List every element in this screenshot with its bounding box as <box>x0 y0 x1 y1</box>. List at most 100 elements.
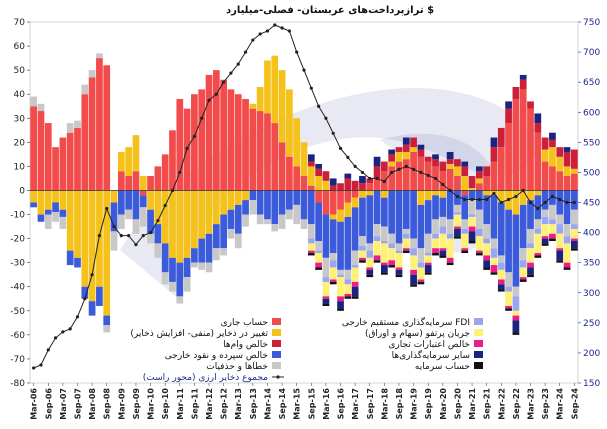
y-left-tick-label: -30 <box>10 259 25 269</box>
chart-title: ترازپرداخت‌های عربستان- فصلی-میلیارد $ <box>226 5 434 16</box>
x-tick-label: Sep-17 <box>366 388 375 419</box>
bar-segment <box>52 190 59 203</box>
bar-segment <box>315 176 322 191</box>
bar-segment <box>322 171 330 181</box>
bar-segment <box>424 272 432 275</box>
bar-segment <box>359 183 366 191</box>
bar-segment <box>212 224 220 249</box>
bar-segment <box>556 147 564 157</box>
reserves-point <box>433 176 438 181</box>
bar-segment <box>337 277 344 297</box>
bar-segment <box>183 277 191 292</box>
bar-segment <box>490 147 498 162</box>
bar-segment <box>395 253 403 268</box>
reserves-point <box>492 191 496 196</box>
bar-segment <box>534 123 542 133</box>
bar-segment <box>359 245 366 251</box>
bar-segment <box>461 195 469 220</box>
bar-segment <box>44 123 52 191</box>
bar-segment <box>359 236 366 246</box>
bar-segment <box>475 236 483 251</box>
x-tick-label: Mar-13 <box>234 388 243 420</box>
y-left-tick-label: 50 <box>14 66 26 76</box>
bar-segment <box>512 332 520 335</box>
bar-segment <box>512 86 520 100</box>
bar-segment <box>402 137 410 145</box>
bar-segment <box>505 272 512 287</box>
bar-segment <box>329 279 337 282</box>
bar-segment <box>388 265 396 268</box>
reserves-point <box>61 330 65 334</box>
bar-segment <box>432 253 439 256</box>
bar-segment <box>549 139 556 148</box>
bar-segment <box>132 219 140 234</box>
bar-segment <box>490 257 498 266</box>
bar-segment <box>424 156 432 162</box>
bar-segment <box>475 178 483 184</box>
bar-segment <box>366 257 374 268</box>
bar-segment <box>125 209 133 220</box>
bar-segment <box>234 233 242 249</box>
reserves-point <box>75 315 80 319</box>
bar-segment <box>556 190 564 215</box>
bar-segment <box>527 274 534 278</box>
bar-segment <box>519 248 527 261</box>
reserves-point <box>412 167 416 172</box>
bar-segment <box>373 166 381 179</box>
bar-segment <box>351 207 359 251</box>
bar-segment <box>417 281 425 285</box>
bar-segment <box>395 151 403 162</box>
bar-segment <box>388 248 396 261</box>
reserves-point <box>470 197 474 202</box>
bar-segment <box>139 207 147 227</box>
bar-segment <box>110 202 118 232</box>
bar-segment <box>322 281 330 297</box>
bar-segment <box>117 214 125 229</box>
reserves-point <box>68 327 72 331</box>
bar-segment <box>519 267 527 278</box>
x-tick-label: Mar-07 <box>59 388 68 420</box>
reserves-point <box>368 176 372 181</box>
bar-segment <box>293 166 301 191</box>
bar-segment <box>439 233 447 249</box>
reserves-point <box>214 92 218 96</box>
bar-segment <box>432 154 439 160</box>
bar-segment <box>505 101 512 109</box>
bar-segment <box>527 101 534 109</box>
bar-segment <box>512 310 520 316</box>
bar-segment <box>293 190 301 205</box>
y-left-tick-label: 10 <box>14 162 26 172</box>
bar-segment <box>59 190 67 210</box>
bar-segment <box>446 219 454 234</box>
reserves-point <box>170 188 175 193</box>
bar-segment <box>66 250 74 266</box>
y-right-tick-label: 550 <box>583 138 600 148</box>
bar-segment <box>227 228 235 239</box>
bar-segment <box>88 301 96 316</box>
bar-segment <box>147 176 154 191</box>
bar-segment <box>52 147 59 191</box>
reserves-point <box>236 62 240 66</box>
bar-segment <box>519 89 527 191</box>
bar-segment <box>44 209 52 215</box>
bar-segment <box>483 224 491 239</box>
reserves-point <box>39 363 43 367</box>
bar-segment <box>402 159 410 191</box>
bar-segment <box>439 226 447 234</box>
reserves-point <box>97 233 102 238</box>
bar-segment <box>424 265 432 273</box>
reserves-point <box>200 116 204 120</box>
bar-segment <box>30 106 38 191</box>
bar-segment <box>264 219 271 225</box>
bar-segment <box>278 190 286 215</box>
bar-segment <box>432 190 439 196</box>
bar-segment <box>424 262 432 266</box>
reserves-point <box>243 50 248 54</box>
bar-segment <box>205 233 213 263</box>
bar-segment <box>103 315 111 326</box>
reserves-point <box>207 98 211 102</box>
reserves-point <box>463 197 467 202</box>
reserves-point <box>455 194 460 199</box>
